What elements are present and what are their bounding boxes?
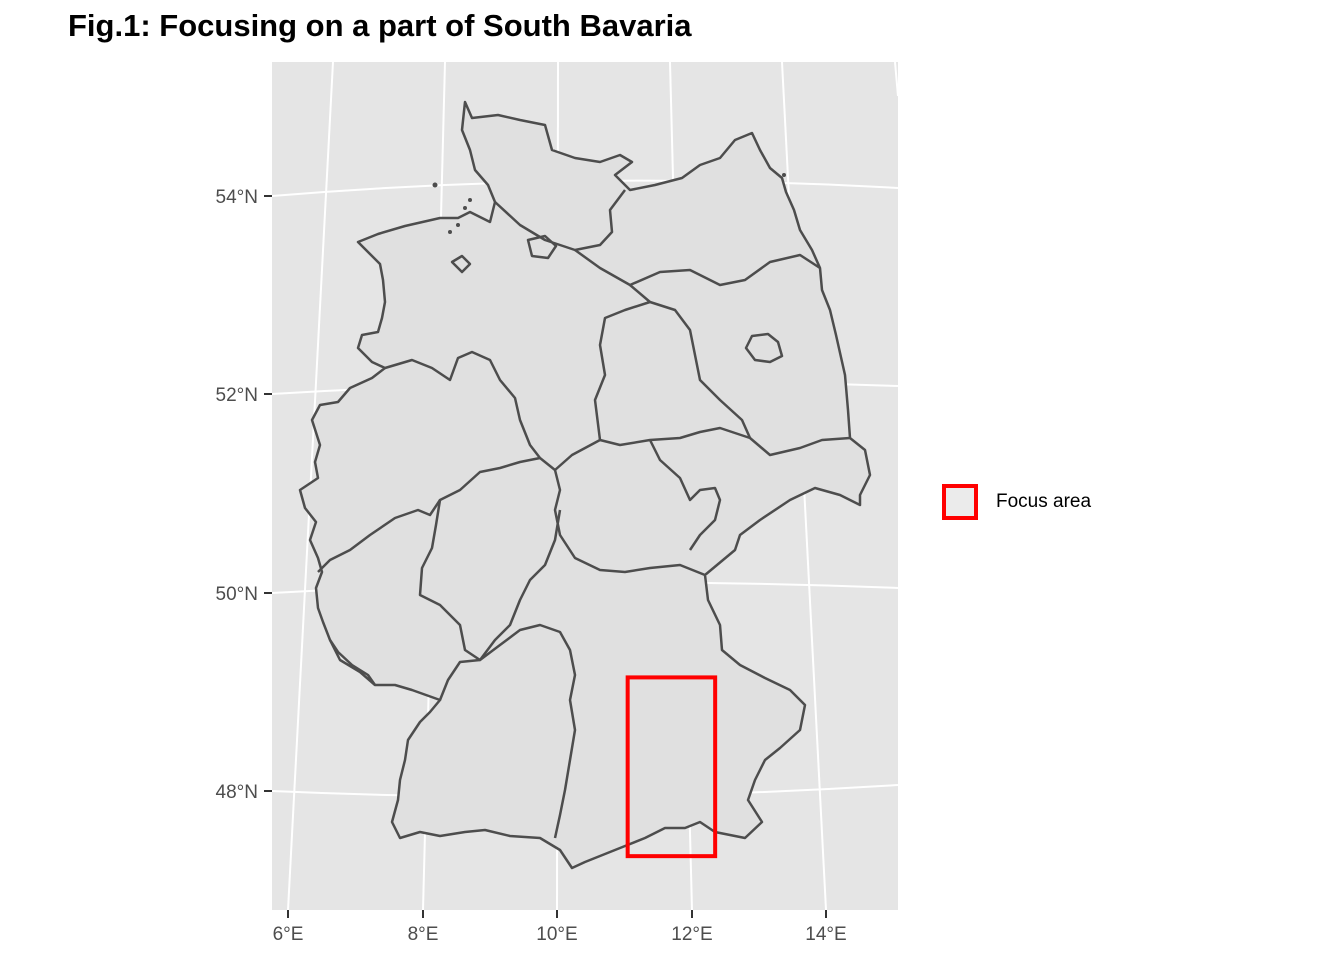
- border-nrw-he: [317, 456, 541, 573]
- meridian-16: [894, 61, 899, 97]
- x-tick-label: 6°E: [273, 924, 304, 945]
- chart-title: Fig.1: Focusing on a part of South Bavar…: [68, 8, 692, 43]
- berlin: [744, 332, 784, 364]
- y-tick-label: 54°N: [216, 187, 258, 208]
- state-borders: [317, 189, 851, 839]
- legend-key-focus-area: [942, 484, 978, 520]
- islands: [432, 173, 786, 234]
- focus-area-rectangle: [625, 675, 718, 859]
- germany-shape: [298, 100, 872, 870]
- axis-ticks: [264, 195, 827, 918]
- border-he: [418, 499, 562, 662]
- island: [448, 230, 452, 234]
- border-sn: [599, 426, 851, 457]
- x-tick-label: 8°E: [408, 924, 439, 945]
- border-nds: [384, 284, 652, 472]
- border-st-bb: [649, 300, 752, 439]
- x-tick-label: 14°E: [805, 924, 846, 945]
- island: [432, 182, 438, 188]
- border-th-by: [553, 469, 706, 577]
- bremen: [450, 254, 472, 274]
- island: [468, 198, 472, 202]
- legend: Focus area: [942, 484, 1091, 520]
- border-mv-bb: [574, 248, 821, 287]
- germany-outline: [298, 100, 872, 870]
- island: [456, 223, 460, 227]
- island: [782, 173, 786, 177]
- border-st-th: [648, 439, 722, 551]
- y-tick-label: 52°N: [216, 385, 258, 406]
- island: [463, 206, 467, 210]
- x-tick-label: 12°E: [671, 924, 712, 945]
- y-tick-label: 50°N: [216, 584, 258, 605]
- x-tick-label: 10°E: [536, 924, 577, 945]
- border-sh-mv: [494, 189, 626, 252]
- legend-label: Focus area: [996, 491, 1092, 512]
- border-bw-by: [438, 623, 577, 839]
- y-tick-label: 48°N: [216, 782, 258, 803]
- border-sl: [328, 639, 376, 686]
